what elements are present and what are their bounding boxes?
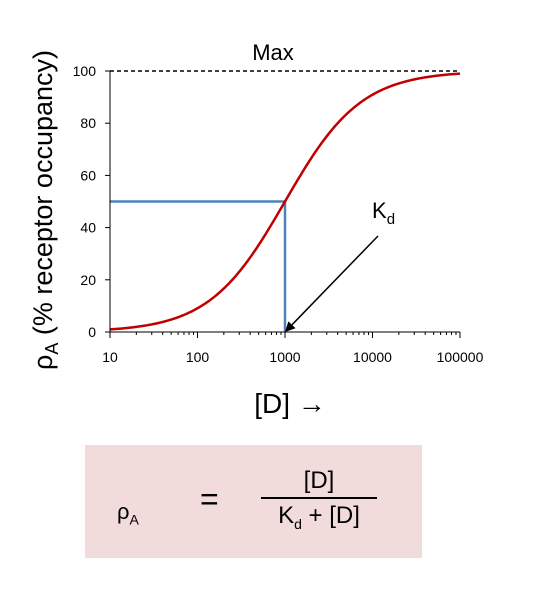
formula-equals: = [200, 481, 219, 517]
x-tick-label: 100000 [437, 349, 484, 365]
y-axis-label: ρA (% receptor occupancy) [28, 50, 62, 370]
x-tick-label: 10000 [353, 349, 392, 365]
x-axis-ticks: 10 100 1000 10000 100000 [102, 332, 484, 365]
x-axis-label: [D] → [254, 388, 326, 419]
occupancy-curve [109, 72, 461, 331]
x-tick-label: 100 [186, 349, 210, 365]
occupancy-chart: 10 100 1000 10000 100000 0 20 40 60 80 100 Max Kd… [28, 40, 484, 419]
formula-den-sub: d [294, 515, 302, 532]
y-tick-label: 80 [80, 115, 96, 131]
formula-den-rest: + [D] [301, 502, 360, 529]
max-label: Max [252, 40, 294, 65]
formula-fraction: [D] Kd + [D] [261, 467, 377, 532]
y-tick-label: 20 [80, 272, 96, 288]
formula-denominator: Kd + [D] [261, 502, 377, 532]
formula-den-k: K [278, 502, 295, 529]
x-tick-label: 10 [102, 349, 118, 365]
kd-label: Kd [372, 198, 395, 228]
formula-numerator: [D] [303, 467, 335, 494]
y-tick-label: 40 [80, 220, 96, 236]
formula-lhs-sub: A [129, 511, 139, 528]
formula-box: ρA = [D] Kd + [D] [85, 445, 422, 558]
x-tick-label: 1000 [269, 349, 300, 365]
y-axis-label-rho: ρ [28, 355, 58, 370]
y-tick-label: 0 [88, 324, 96, 340]
y-axis-ticks: 0 20 40 60 80 100 [73, 63, 110, 340]
y-axis-label-sub: A [42, 343, 62, 355]
y-tick-label: 100 [73, 63, 97, 79]
fraction-bar [261, 497, 377, 499]
y-axis-label-rest: (% receptor occupancy) [28, 50, 58, 343]
kd-label-k: K [372, 198, 387, 223]
y-tick-label: 60 [80, 167, 96, 183]
formula-lhs: ρA [117, 499, 139, 527]
kd-arrow [285, 235, 379, 332]
formula-lhs-rho: ρ [117, 499, 130, 524]
kd-label-sub: d [387, 211, 395, 228]
